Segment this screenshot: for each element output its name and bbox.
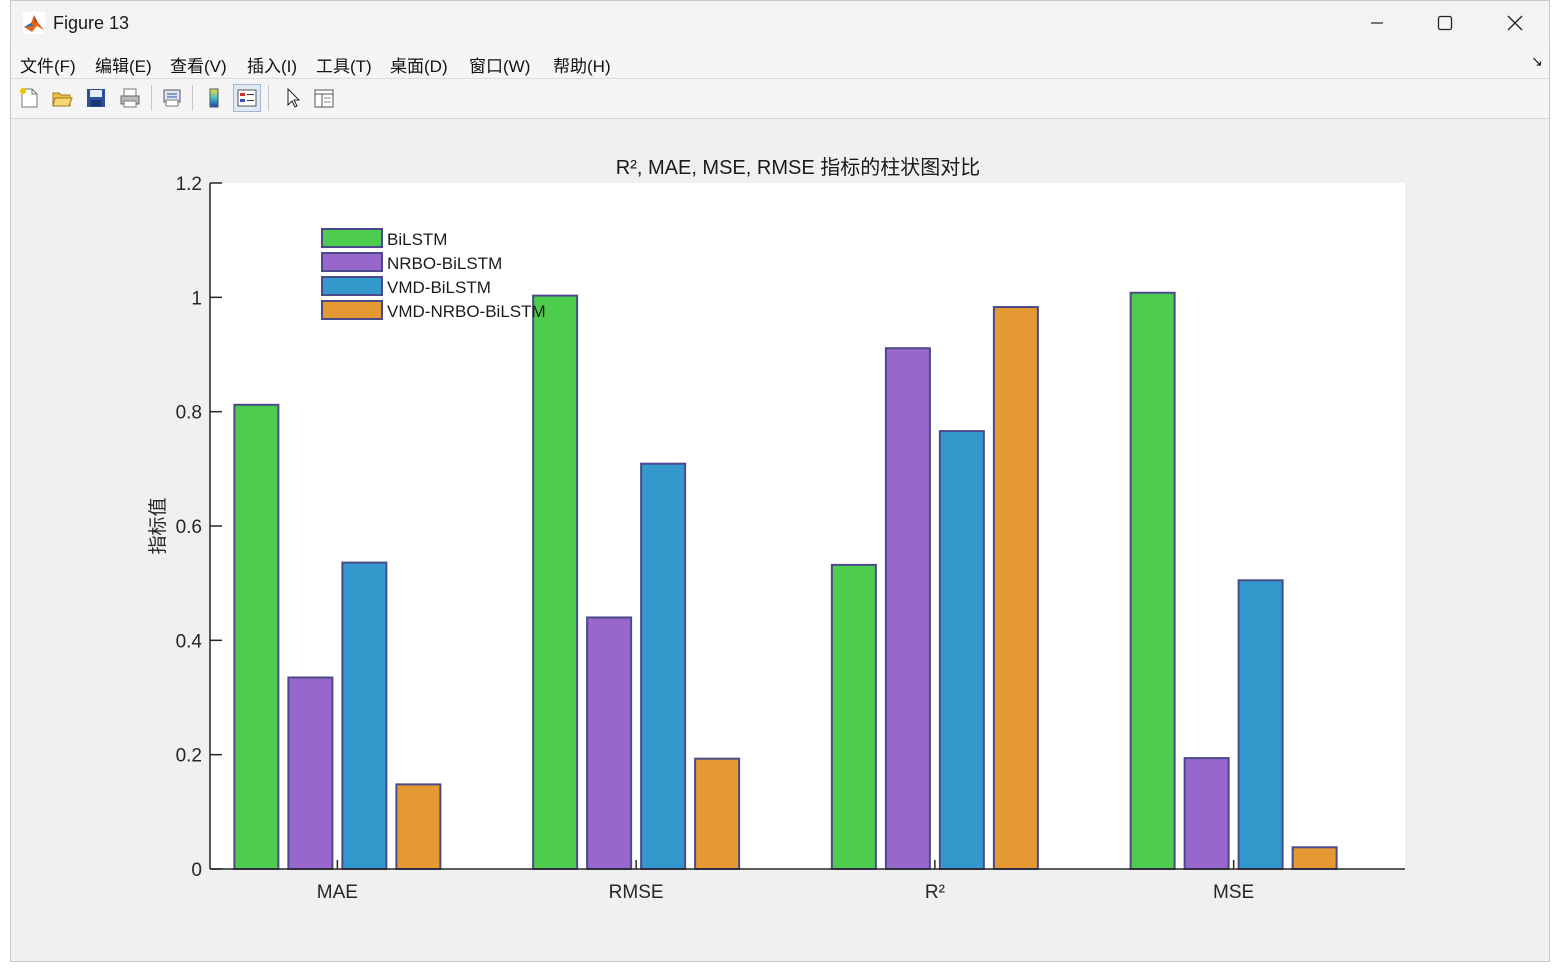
legend-swatch (321, 228, 383, 248)
legend-button[interactable] (233, 84, 261, 112)
bar-vmd-nrbo-bilstm-2[interactable] (992, 306, 1039, 870)
property-editor-button[interactable] (310, 84, 338, 112)
new-figure-icon (20, 88, 38, 108)
legend-label: NRBO-BiLSTM (387, 254, 502, 273)
matlab-logo-icon (23, 12, 45, 34)
save-button[interactable] (82, 84, 110, 112)
print-preview-button[interactable] (158, 84, 186, 112)
legend-icon (237, 89, 257, 107)
legend[interactable]: BiLSTM NRBO-BiLSTM VMD-BiLSTM VMD-NRBO-BiLS… (321, 228, 546, 321)
menu-window[interactable]: 窗口(W) (469, 57, 531, 76)
y-tick-label: 0.4 (176, 631, 203, 652)
y-tick-label: 0.6 (176, 517, 202, 538)
y-axis-label: 指标值 (147, 497, 169, 554)
y-tick-label: 0 (191, 860, 202, 881)
background-bottom (0, 960, 1561, 973)
bar-bilstm-3[interactable] (1129, 291, 1176, 870)
x-tick-label: MSE (1213, 882, 1254, 903)
bar-chart: MAE RMSE R² MSE 0 0.2 0.4 0.6 0.8 1 1.2 R², MAE, M… (147, 156, 1405, 903)
bar-vmd-nrbo-bilstm-0[interactable] (395, 783, 442, 870)
toolbar (11, 79, 1549, 119)
background-left (0, 0, 12, 973)
x-tick-label: R² (925, 882, 945, 903)
pointer-icon (287, 87, 301, 108)
window-title: Figure 13 (53, 13, 130, 33)
bar-nrbo-bilstm-1[interactable] (586, 616, 633, 871)
open-icon (52, 92, 73, 107)
menu-file[interactable]: 文件(F) (20, 57, 76, 76)
print-button[interactable] (116, 84, 144, 112)
maximize-button[interactable] (1411, 1, 1479, 45)
maximize-icon (1437, 15, 1453, 31)
save-icon (87, 89, 105, 107)
figure-canvas: MAE RMSE R² MSE 0 0.2 0.4 0.6 0.8 1 1.2 R², MAE, M… (11, 119, 1549, 961)
y-tick-label: 1 (191, 288, 202, 309)
bar-vmd-bilstm-2[interactable] (938, 430, 985, 870)
bar-bilstm-2[interactable] (830, 563, 877, 870)
bar-nrbo-bilstm-0[interactable] (287, 676, 334, 870)
bar-vmd-nrbo-bilstm-3[interactable] (1291, 846, 1338, 871)
dock-arrow-icon[interactable]: ↘ (1531, 53, 1543, 69)
legend-swatch (321, 252, 383, 272)
legend-label: BiLSTM (387, 230, 447, 249)
y-tick-label: 0.8 (176, 403, 202, 424)
new-figure-button[interactable] (15, 84, 43, 112)
minimize-icon (1371, 22, 1383, 24)
bar-nrbo-bilstm-3[interactable] (1183, 757, 1230, 871)
print-preview-icon (163, 89, 181, 107)
chart-title: R², MAE, MSE, RMSE 指标的柱状图对比 (616, 156, 980, 179)
menu-help[interactable]: 帮助(H) (553, 57, 611, 76)
bar-vmd-bilstm-0[interactable] (341, 561, 388, 870)
open-button[interactable] (48, 84, 76, 112)
bar-vmd-nrbo-bilstm-1[interactable] (694, 757, 741, 870)
menu-view[interactable]: 查看(V) (170, 57, 227, 76)
bar-nrbo-bilstm-2[interactable] (884, 347, 931, 870)
minimize-button[interactable] (1343, 1, 1411, 45)
title-bar: Figure 13 (11, 1, 1549, 45)
pointer-button[interactable] (278, 84, 306, 112)
close-button[interactable] (1481, 1, 1549, 45)
bar-vmd-bilstm-1[interactable] (640, 462, 687, 870)
legend-swatch (321, 300, 383, 320)
close-icon (1507, 15, 1523, 31)
menu-desktop[interactable]: 桌面(D) (390, 57, 448, 76)
background-right (1548, 0, 1561, 973)
bar-bilstm-1[interactable] (532, 294, 579, 870)
toolbar-separator (192, 85, 193, 111)
y-tick-label: 0.2 (176, 746, 202, 767)
bar-bilstm-0[interactable] (233, 403, 280, 870)
plot-area (210, 183, 1405, 869)
menu-insert[interactable]: 插入(I) (247, 57, 298, 76)
y-tick-label: 1.2 (176, 174, 202, 195)
toolbar-separator (151, 85, 152, 111)
colorbar-icon (209, 88, 219, 108)
menu-bar: 文件(F) 编辑(E) 查看(V) 插入(I) 工具(T) 桌面(D) 窗口(W… (11, 45, 1549, 79)
colorbar-button[interactable] (200, 84, 228, 112)
print-icon (120, 88, 140, 108)
x-tick-label: MAE (317, 882, 358, 903)
figure-window: Figure 13 文件(F) 编辑(E) 查看(V) 插入(I) 工具(T) … (10, 0, 1550, 962)
toolbar-separator (268, 85, 269, 111)
legend-swatch (321, 276, 383, 296)
menu-edit[interactable]: 编辑(E) (95, 57, 152, 76)
property-editor-icon (314, 89, 334, 108)
menu-tools[interactable]: 工具(T) (316, 57, 372, 76)
bar-vmd-bilstm-3[interactable] (1237, 579, 1284, 870)
x-tick-label: RMSE (609, 882, 664, 903)
legend-label: VMD-BiLSTM (387, 278, 491, 297)
legend-label: VMD-NRBO-BiLSTM (387, 302, 546, 321)
